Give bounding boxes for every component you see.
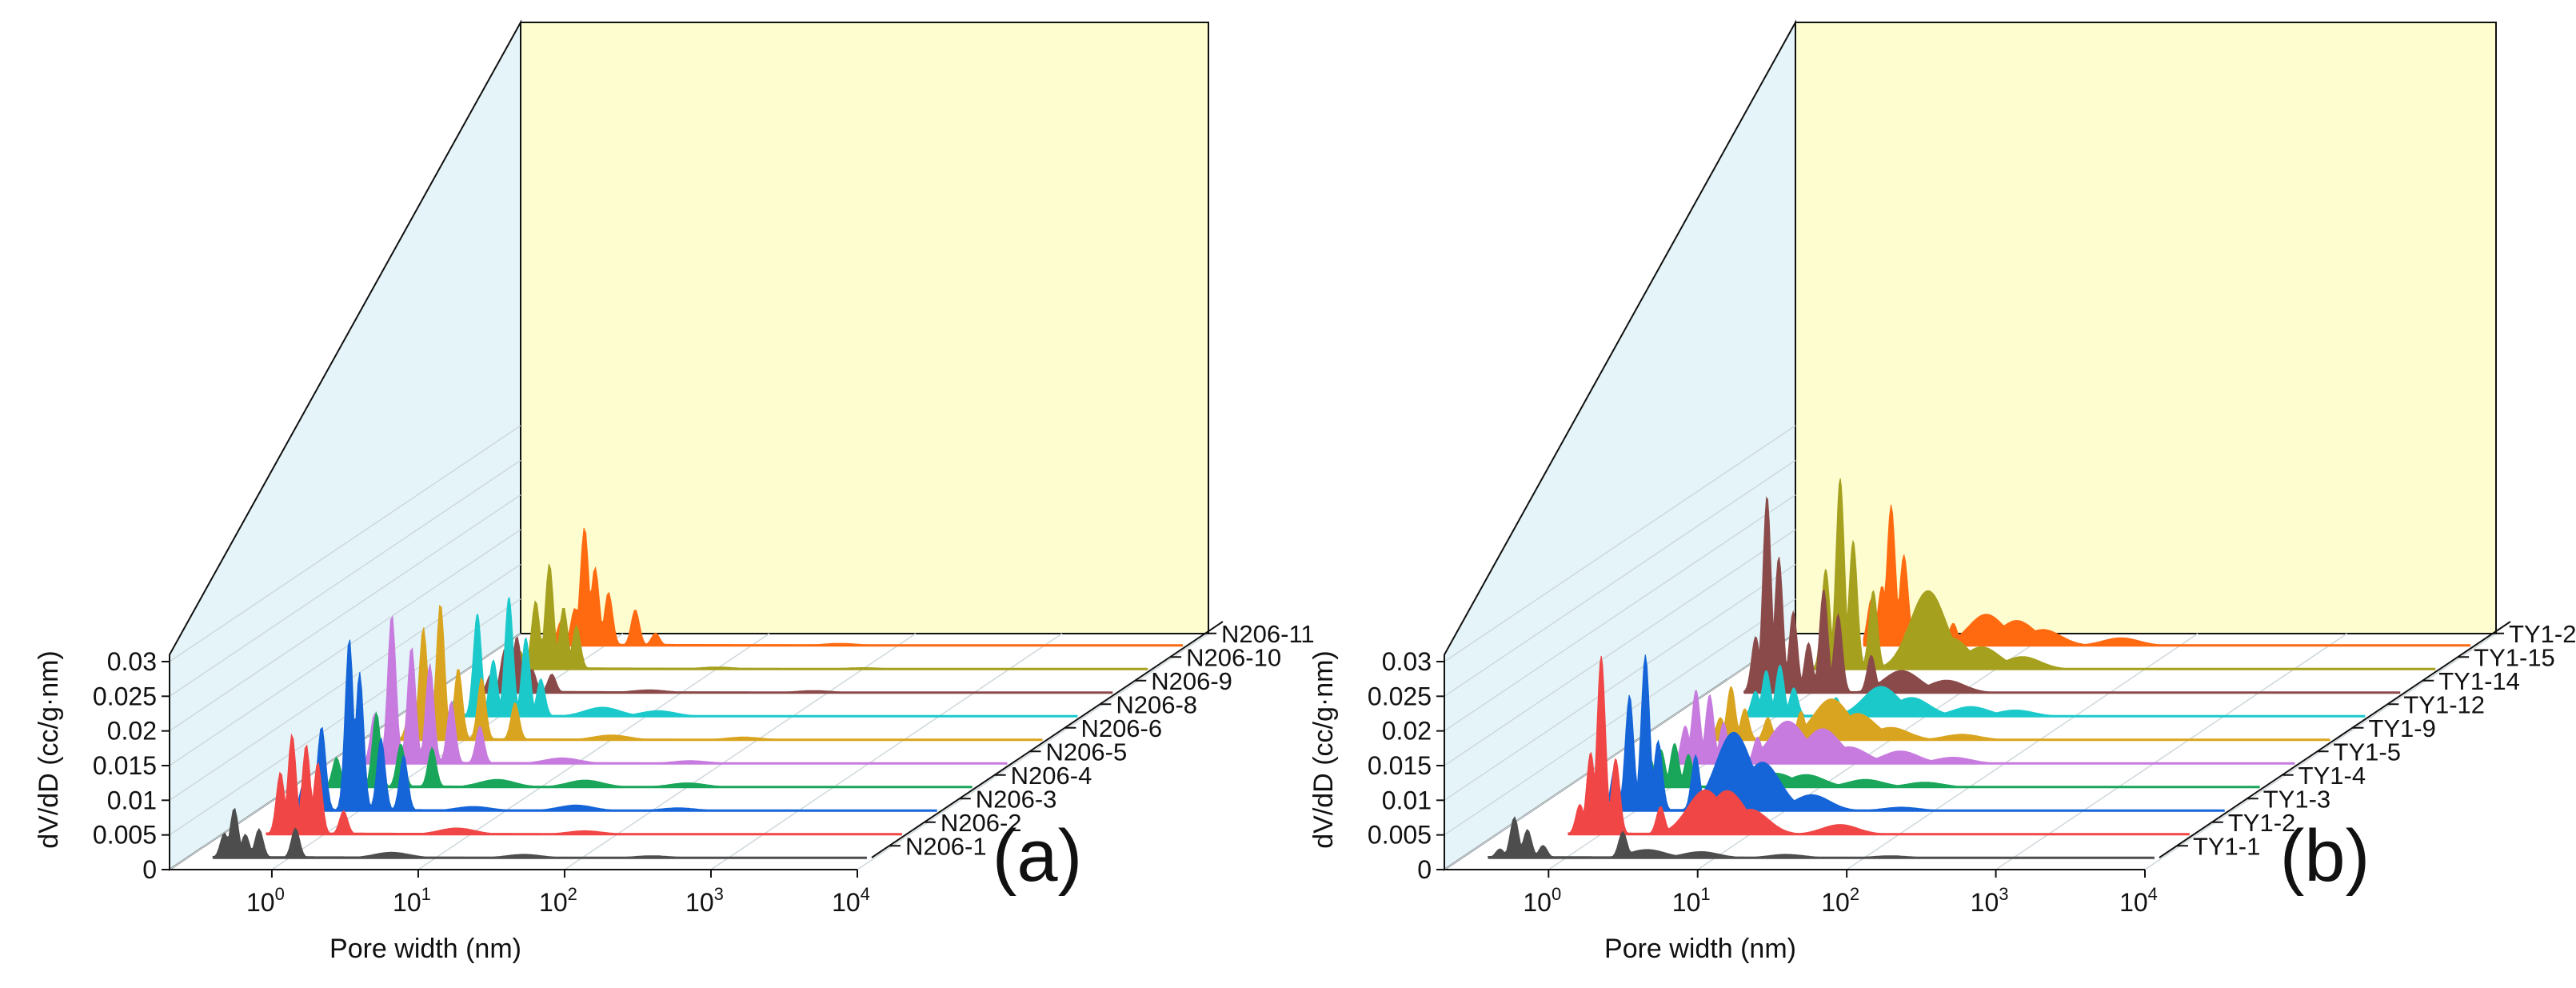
y-tick-label: 0.03 xyxy=(1382,647,1432,676)
series-label: TY1-4 xyxy=(2298,762,2366,790)
x-tick-label: 100 xyxy=(246,884,285,917)
series-label: TY1-20 xyxy=(2509,620,2576,648)
y-tick-label: 0.025 xyxy=(93,682,157,710)
y-tick-label: 0.005 xyxy=(93,821,157,850)
series-area xyxy=(1638,742,1956,788)
series-label: N206-1 xyxy=(905,832,987,860)
chart-panel-a: 0 0.005 0.01 0.015 0.02 0.025 0.03 dV/dD (cc/g·… xyxy=(34,19,1315,964)
series-label: N206-9 xyxy=(1151,667,1232,695)
y-tick-label: 0.015 xyxy=(93,751,157,780)
series-label: TY1-3 xyxy=(2263,785,2330,813)
x-tick-label: 102 xyxy=(539,884,577,917)
wall-gridline xyxy=(1444,563,1796,801)
series-label: TY1-15 xyxy=(2474,643,2555,671)
floor-gridline xyxy=(1846,633,2199,870)
x-axis-title: Pore width (nm) xyxy=(1604,934,1796,964)
wall-gridline xyxy=(1444,598,1796,836)
y-tick-label: 0 xyxy=(142,855,157,884)
series-label: N206-4 xyxy=(1011,762,1092,790)
floor-gridline xyxy=(564,633,917,870)
wall-gridline xyxy=(1444,529,1796,766)
series-label: N206-11 xyxy=(1221,620,1315,648)
series-label: TY1-1 xyxy=(2193,832,2260,860)
wall-gridline xyxy=(169,529,521,766)
wall-gridline xyxy=(1444,425,1796,662)
y-tick-label: 0.025 xyxy=(1368,682,1432,710)
y-axis-title: dV/dD (cc/g·nm) xyxy=(1308,650,1339,849)
panel-label: (a) xyxy=(992,815,1082,897)
x-tick-label: 100 xyxy=(1523,884,1561,917)
series-area xyxy=(1743,664,2061,717)
series-area xyxy=(1568,655,1900,835)
wall-gridline xyxy=(1444,459,1796,697)
floor-gridline xyxy=(417,633,770,870)
series-label: N206-8 xyxy=(1116,690,1197,718)
x-tick-label: 101 xyxy=(1672,884,1711,917)
floor-gridline xyxy=(710,633,1063,870)
x-tick-label: 104 xyxy=(832,884,870,917)
wall-gridline xyxy=(169,459,521,697)
series-label: TY1-2 xyxy=(2228,809,2295,837)
x-axis-title: Pore width (nm) xyxy=(329,934,521,964)
x-tick-label: 103 xyxy=(685,884,724,917)
chart-panel-b: 0 0.005 0.01 0.015 0.02 0.025 0.03 dV/dD (cc/g·… xyxy=(1308,19,2576,964)
series-label: TY1-14 xyxy=(2438,667,2520,695)
y-tick-label: 0.02 xyxy=(107,717,157,746)
wall-gridline xyxy=(1444,494,1796,732)
series-area xyxy=(1673,690,1991,764)
series-label: TY1-12 xyxy=(2403,690,2485,718)
y-tick-label: 0.015 xyxy=(1368,751,1432,780)
depth-axis-line xyxy=(2159,621,2511,858)
x-tick-label: 101 xyxy=(393,884,431,917)
back-wall xyxy=(1795,22,2497,634)
wall-gridline xyxy=(169,494,521,732)
y-axis-title: dV/dD (cc/g·nm) xyxy=(34,650,64,849)
y-tick-label: 0.005 xyxy=(1368,821,1432,850)
series-label: N206-10 xyxy=(1186,643,1281,671)
series-label: N206-6 xyxy=(1080,714,1162,742)
wall-gridline xyxy=(169,425,521,662)
y-tick-label: 0.02 xyxy=(1382,717,1432,746)
x-tick-label: 103 xyxy=(1971,884,2009,917)
y-tick-label: 0.01 xyxy=(107,786,157,814)
series-label: TY1-5 xyxy=(2334,738,2401,766)
panel-label: (b) xyxy=(2280,815,2370,897)
wall-gridline xyxy=(169,563,521,801)
series-label: TY1-9 xyxy=(2368,714,2435,742)
series-area xyxy=(1707,686,2026,741)
series-label: N206-3 xyxy=(976,785,1057,813)
series-area xyxy=(441,596,735,717)
depth-axis-line xyxy=(871,621,1224,858)
y-tick-label: 0.01 xyxy=(1382,786,1432,814)
x-tick-label: 104 xyxy=(2119,884,2158,917)
back-wall xyxy=(520,22,1209,634)
x-tick-label: 102 xyxy=(1821,884,1859,917)
y-tick-label: 0.03 xyxy=(107,647,157,676)
floor-gridline xyxy=(1995,633,2347,870)
series-label: N206-2 xyxy=(941,809,1022,837)
wall-gridline xyxy=(1444,633,1796,870)
y-tick-label: 0 xyxy=(1417,855,1432,884)
series-label: N206-5 xyxy=(1046,738,1128,766)
